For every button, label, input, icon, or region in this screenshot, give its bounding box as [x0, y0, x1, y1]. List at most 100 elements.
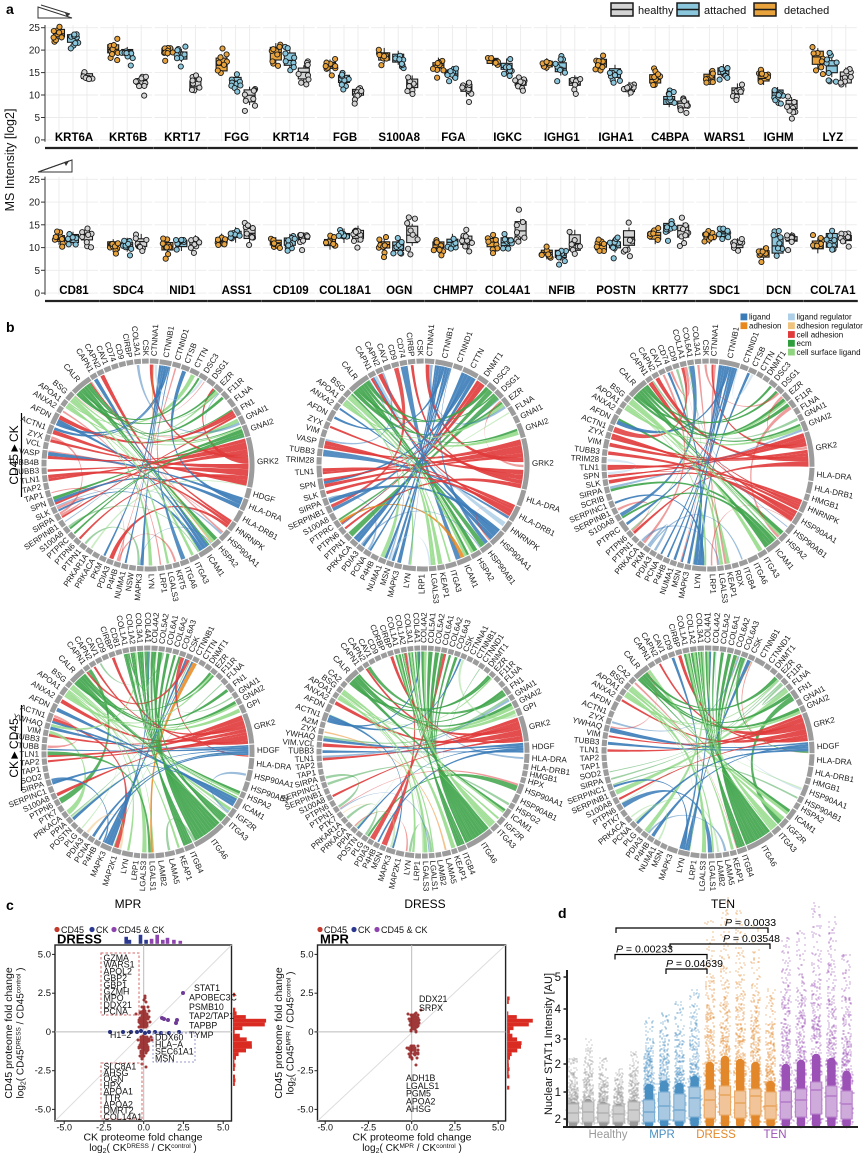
svg-text:-5.0: -5.0 — [56, 1123, 72, 1133]
svg-text:DMRT2: DMRT2 — [104, 1106, 134, 1116]
svg-text:5: 5 — [34, 113, 40, 124]
svg-text:2.5: 2.5 — [449, 1123, 462, 1133]
svg-text:healthy: healthy — [638, 5, 674, 17]
svg-text:LRP1: LRP1 — [130, 859, 141, 880]
svg-text:HPX: HPX — [104, 1080, 122, 1090]
svg-text:ASS1: ASS1 — [222, 285, 253, 297]
svg-text:-2.5: -2.5 — [297, 1066, 313, 1077]
svg-text:LGALS1: LGALS1 — [147, 861, 157, 892]
svg-text:TAP2: TAP2 — [20, 757, 41, 768]
svg-text:5: 5 — [34, 266, 40, 277]
svg-text:TUBB3: TUBB3 — [289, 444, 316, 456]
svg-text:YWHAQ: YWHAQ — [284, 728, 315, 741]
svg-text:FGG: FGG — [224, 132, 249, 144]
svg-text:CIRBP: CIRBP — [405, 332, 417, 357]
svg-text:CD74: CD74 — [394, 337, 407, 359]
svg-text:20: 20 — [29, 46, 41, 57]
svg-text:CSK: CSK — [701, 339, 710, 356]
svg-text:5: 5 — [555, 972, 561, 984]
svg-text:HDGF: HDGF — [817, 741, 840, 751]
svg-text:MPR: MPR — [115, 897, 142, 911]
svg-text:ligand regulator: ligand regulator — [797, 313, 852, 322]
svg-text:LYZ: LYZ — [822, 132, 843, 144]
svg-text:TUBB3: TUBB3 — [14, 732, 41, 744]
svg-text:COL1A2: COL1A2 — [684, 613, 697, 645]
svg-text:TEN: TEN — [764, 1129, 787, 1141]
svg-text:CTNNA1: CTNNA1 — [150, 323, 161, 356]
svg-text:KRT6B: KRT6B — [109, 132, 147, 144]
svg-text:CSK: CSK — [415, 339, 425, 356]
svg-text:SPN: SPN — [583, 471, 601, 482]
svg-text:HLA-DRA: HLA-DRA — [816, 756, 852, 767]
svg-text:log2( CKDRESS / CKcontrol ): log2( CKDRESS / CKcontrol ) — [89, 1143, 197, 1154]
svg-text:COL1A2: COL1A2 — [124, 613, 137, 645]
svg-text:LRP1: LRP1 — [418, 573, 427, 594]
svg-text:COL4A2: COL4A2 — [419, 612, 429, 643]
svg-text:LAMB2: LAMB2 — [435, 859, 448, 887]
svg-text:0.0: 0.0 — [405, 1123, 418, 1133]
svg-text:COL3A1: COL3A1 — [690, 325, 702, 357]
svg-text:-5.0: -5.0 — [297, 1104, 313, 1115]
svg-text:c: c — [6, 897, 14, 913]
svg-text:AHSG: AHSG — [104, 1068, 129, 1078]
svg-text:APOL2: APOL2 — [104, 966, 132, 976]
svg-text:MPR: MPR — [320, 932, 350, 947]
svg-text:d: d — [558, 905, 567, 921]
svg-text:LGALS3: LGALS3 — [717, 573, 730, 605]
svg-text:C4BPA: C4BPA — [651, 132, 689, 144]
svg-text:LRP1: LRP1 — [687, 859, 698, 881]
svg-text:PSMB10: PSMB10 — [189, 1002, 224, 1012]
svg-text:MSN: MSN — [670, 569, 683, 589]
svg-text:COL4A2: COL4A2 — [150, 612, 161, 644]
svg-text:5.0: 5.0 — [300, 949, 313, 960]
svg-text:DDX60: DDX60 — [155, 1033, 183, 1043]
svg-text:Nuclear STAT1 Intensity [AU]: Nuclear STAT1 Intensity [AU] — [543, 973, 555, 1115]
svg-text:TUBB4B: TUBB4B — [8, 458, 39, 468]
svg-text:RDX: RDX — [733, 569, 746, 588]
svg-text:CD45 proteome fold change: CD45 proteome fold change — [3, 967, 15, 1098]
svg-text:LYN: LYN — [402, 572, 413, 588]
svg-text:KRT14: KRT14 — [273, 132, 310, 144]
svg-text:APOA2: APOA2 — [406, 1096, 435, 1106]
svg-text:0: 0 — [308, 1027, 313, 1038]
svg-text:0: 0 — [34, 135, 40, 146]
svg-text:ADH1B: ADH1B — [406, 1073, 435, 1083]
svg-text:CD109: CD109 — [273, 285, 309, 297]
svg-text:TAP2/TAP1: TAP2/TAP1 — [189, 1011, 234, 1021]
svg-text:PCNA: PCNA — [104, 1007, 129, 1017]
svg-text:CSK: CSK — [141, 339, 150, 356]
svg-text:-2.5: -2.5 — [35, 1066, 51, 1077]
svg-text:MSN: MSN — [155, 1054, 175, 1064]
svg-text:VIM.VCL: VIM.VCL — [282, 737, 315, 748]
svg-text:COL4A1: COL4A1 — [411, 612, 422, 644]
svg-text:LYN: LYN — [119, 858, 131, 875]
svg-text:LGALS1: LGALS1 — [428, 860, 440, 891]
svg-text:CD45 proteome fold change: CD45 proteome fold change — [273, 967, 285, 1098]
svg-text:KRT6A: KRT6A — [55, 132, 93, 144]
svg-text:VIM: VIM — [304, 423, 321, 436]
svg-text:FGB: FGB — [333, 132, 357, 144]
svg-text:CTNNA1: CTNNA1 — [425, 323, 436, 356]
svg-text:-5.0: -5.0 — [317, 1123, 333, 1133]
svg-text:GRK2: GRK2 — [815, 440, 838, 452]
svg-text:a: a — [6, 1, 14, 17]
svg-text:adhesion regulator: adhesion regulator — [797, 322, 864, 331]
svg-text:MPR: MPR — [649, 1129, 675, 1141]
svg-text:LGALS3: LGALS3 — [138, 860, 148, 891]
svg-text:COL3A1: COL3A1 — [402, 613, 415, 645]
svg-text:COL5A1: COL5A1 — [426, 612, 437, 644]
svg-text:VASP: VASP — [295, 433, 317, 446]
svg-text:ligand: ligand — [749, 313, 770, 322]
svg-text:P = 0.04639: P = 0.04639 — [666, 958, 723, 970]
svg-text:0.0: 0.0 — [137, 1123, 150, 1133]
svg-text:IGHG1: IGHG1 — [544, 132, 580, 144]
svg-text:SEC61A1: SEC61A1 — [155, 1047, 194, 1057]
svg-text:TUBB3: TUBB3 — [13, 466, 40, 476]
svg-text:SPN: SPN — [299, 480, 317, 492]
svg-text:CK proteome fold change: CK proteome fold change — [352, 1132, 471, 1144]
svg-text:2.5: 2.5 — [300, 988, 313, 999]
svg-text:TRIM28: TRIM28 — [570, 453, 599, 464]
svg-text:HDGF: HDGF — [532, 742, 555, 752]
svg-text:CIRBP: CIRBP — [121, 333, 134, 359]
svg-text:MPO: MPO — [104, 993, 124, 1003]
